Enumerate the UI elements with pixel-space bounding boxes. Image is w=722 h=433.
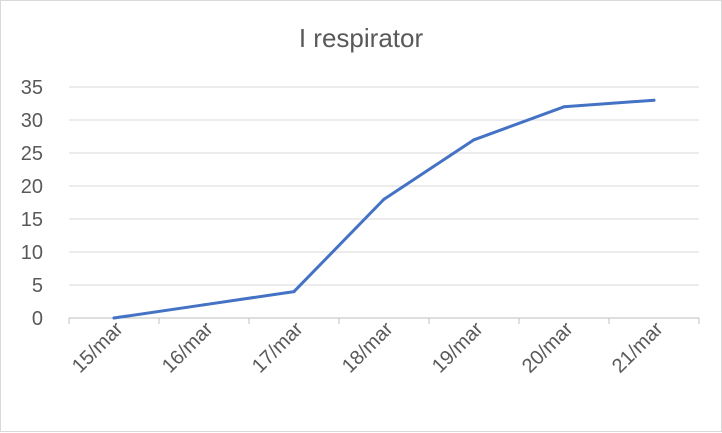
x-axis-tick-labels: 15/mar 16/mar 17/mar 18/mar 19/mar 20/mar 21/m… [68,318,668,378]
y-tick-label: 0 [32,308,43,330]
y-tick-label: 25 [21,143,43,165]
chart-title: I respirator [299,23,424,53]
data-point [652,98,656,102]
x-tick-label: 19/mar [428,318,488,378]
x-tick-label: 16/mar [158,318,218,378]
x-tick-label: 17/mar [248,318,308,378]
data-point [382,197,386,201]
data-point [202,303,206,307]
y-tick-label: 20 [21,176,43,198]
x-tick-label: 21/mar [608,318,668,378]
x-tick-label: 18/mar [338,318,398,378]
y-axis-tick-labels: 0 5 10 15 20 25 30 35 [21,77,43,330]
data-point [292,290,296,294]
gridlines [69,86,699,286]
y-tick-label: 15 [21,209,43,231]
x-axis [68,317,700,324]
x-tick-label: 15/mar [68,318,128,378]
x-tick-label: 20/mar [518,318,578,378]
data-point [562,105,566,109]
y-tick-label: 5 [32,275,43,297]
y-tick-label: 35 [21,77,43,99]
y-tick-label: 30 [21,110,43,132]
y-tick-label: 10 [21,242,43,264]
series-layer [112,98,656,320]
data-point [472,138,476,142]
data-point [112,316,116,320]
